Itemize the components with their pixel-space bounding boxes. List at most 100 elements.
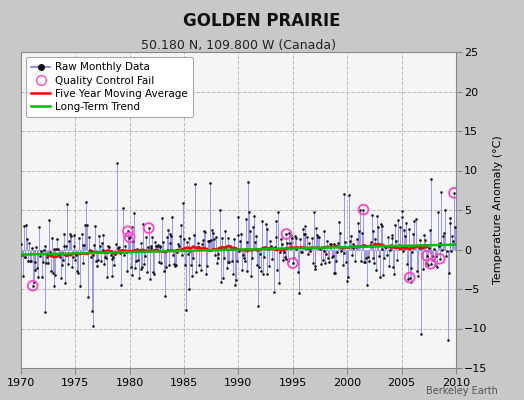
Point bbox=[192, 268, 200, 275]
Point bbox=[197, 267, 205, 273]
Point bbox=[161, 292, 169, 299]
Point bbox=[26, 257, 34, 264]
Point bbox=[242, 216, 250, 222]
Point bbox=[436, 240, 445, 246]
Point bbox=[377, 246, 386, 253]
Point bbox=[33, 265, 41, 272]
Point bbox=[85, 234, 93, 240]
Point bbox=[50, 283, 59, 290]
Point bbox=[126, 264, 135, 270]
Point bbox=[319, 257, 327, 263]
Point bbox=[233, 232, 242, 238]
Point bbox=[158, 215, 167, 221]
Point bbox=[322, 251, 331, 257]
Point bbox=[140, 261, 148, 268]
Point bbox=[40, 309, 49, 316]
Point bbox=[307, 244, 315, 250]
Point bbox=[293, 244, 301, 250]
Point bbox=[396, 224, 404, 230]
Point bbox=[330, 270, 339, 276]
Point bbox=[181, 262, 189, 268]
Point bbox=[268, 256, 276, 263]
Point bbox=[55, 251, 63, 257]
Point bbox=[289, 260, 297, 266]
Point bbox=[250, 238, 259, 245]
Point bbox=[302, 245, 311, 251]
Point bbox=[269, 244, 277, 251]
Point bbox=[299, 226, 307, 233]
Point bbox=[397, 243, 405, 249]
Point bbox=[289, 260, 297, 266]
Point bbox=[241, 258, 249, 264]
Point bbox=[378, 223, 387, 229]
Point bbox=[150, 270, 158, 277]
Point bbox=[365, 258, 373, 264]
Point bbox=[168, 214, 177, 221]
Point bbox=[427, 176, 435, 182]
Point bbox=[44, 260, 52, 266]
Point bbox=[236, 238, 244, 244]
Point bbox=[305, 240, 313, 246]
Point bbox=[277, 236, 285, 242]
Point bbox=[52, 246, 60, 252]
Point bbox=[261, 221, 270, 227]
Point bbox=[400, 227, 408, 234]
Point bbox=[355, 228, 363, 234]
Point bbox=[342, 259, 351, 266]
Point bbox=[138, 264, 147, 270]
Point bbox=[196, 246, 204, 252]
Point bbox=[325, 259, 333, 266]
Point bbox=[289, 255, 298, 262]
Point bbox=[198, 241, 206, 247]
Point bbox=[371, 236, 379, 242]
Point bbox=[141, 253, 149, 260]
Point bbox=[62, 243, 70, 250]
Point bbox=[31, 267, 40, 273]
Point bbox=[28, 245, 36, 252]
Point bbox=[90, 242, 99, 248]
Point bbox=[430, 245, 439, 252]
Point bbox=[186, 248, 194, 255]
Point bbox=[208, 227, 216, 233]
Point bbox=[176, 247, 184, 253]
Point bbox=[192, 244, 201, 250]
Point bbox=[437, 188, 445, 195]
Point bbox=[434, 243, 443, 249]
Point bbox=[171, 263, 179, 269]
Point bbox=[427, 261, 435, 267]
Point bbox=[287, 232, 295, 238]
Legend: Raw Monthly Data, Quality Control Fail, Five Year Moving Average, Long-Term Tren: Raw Monthly Data, Quality Control Fail, … bbox=[26, 57, 193, 117]
Point bbox=[19, 223, 28, 229]
Point bbox=[134, 256, 142, 263]
Point bbox=[297, 249, 305, 255]
Point bbox=[308, 235, 316, 241]
Point bbox=[397, 208, 406, 214]
Point bbox=[129, 238, 137, 244]
Point bbox=[300, 231, 309, 238]
Point bbox=[412, 216, 420, 222]
Point bbox=[65, 238, 73, 244]
Point bbox=[49, 245, 58, 252]
Point bbox=[390, 271, 398, 277]
Point bbox=[29, 279, 38, 286]
Point bbox=[46, 249, 54, 256]
Point bbox=[254, 302, 263, 309]
Point bbox=[446, 215, 455, 221]
Point bbox=[117, 248, 126, 255]
Point bbox=[339, 262, 347, 269]
Point bbox=[243, 268, 252, 274]
Point bbox=[72, 252, 80, 258]
Point bbox=[356, 258, 365, 264]
Point bbox=[432, 253, 440, 260]
Point bbox=[191, 181, 199, 188]
Point bbox=[292, 246, 301, 252]
Point bbox=[408, 248, 417, 255]
Point bbox=[194, 262, 203, 269]
Point bbox=[418, 245, 427, 252]
Point bbox=[177, 222, 185, 228]
Point bbox=[58, 261, 66, 268]
Point bbox=[285, 230, 293, 236]
Point bbox=[266, 238, 275, 244]
Point bbox=[68, 263, 76, 270]
Point bbox=[174, 242, 183, 249]
